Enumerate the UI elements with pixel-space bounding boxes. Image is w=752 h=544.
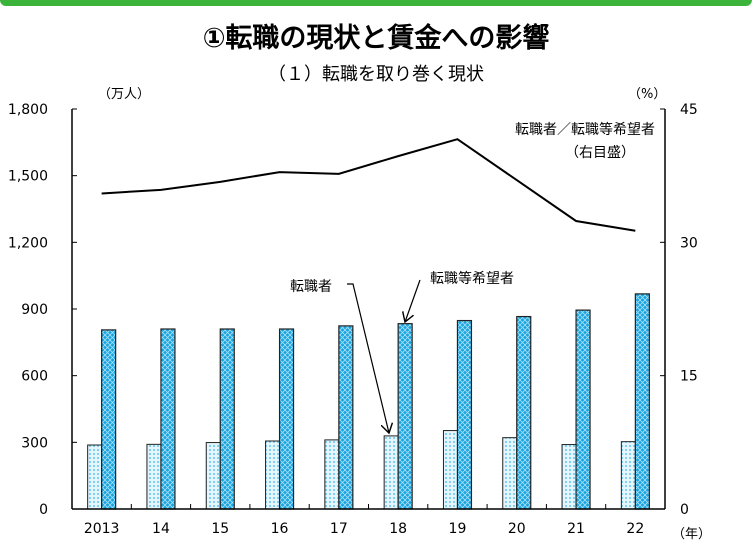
- bar-transfer: [87, 444, 103, 510]
- line-legend-label: 転職者／転職等希望者: [515, 121, 655, 138]
- bar-transfer-hopeful: [397, 323, 413, 510]
- y-tick-label: 300: [21, 435, 48, 451]
- page-subtitle: （１）転職を取り巻く現状: [268, 64, 484, 85]
- bar-transfer-hopeful: [160, 328, 176, 510]
- bar2-arrow: [405, 279, 421, 322]
- bar-transfer: [561, 444, 577, 510]
- x-tick-label: 19: [449, 521, 467, 537]
- y-tick-label: 900: [21, 302, 48, 318]
- x-tick-label: 2013: [84, 521, 120, 537]
- y2-axis-label: （%）: [628, 87, 666, 102]
- y-axis-label: （万人）: [98, 87, 150, 102]
- top-green-bar: [0, 0, 752, 6]
- bar-transfer: [383, 435, 399, 510]
- bar-transfer: [442, 430, 458, 510]
- bar2-annotation: 転職等希望者: [430, 270, 514, 287]
- y-tick-label: 1,500: [8, 169, 48, 185]
- x-axis-label: （年）: [672, 527, 711, 542]
- bar-transfer-hopeful: [575, 309, 591, 510]
- bar-transfer: [620, 441, 636, 510]
- bar-transfer-hopeful: [338, 325, 354, 510]
- y2-tick-label: 30: [680, 235, 698, 251]
- bar-transfer: [324, 439, 340, 510]
- bar-transfer-hopeful: [219, 328, 235, 510]
- x-tick-label: 21: [567, 521, 585, 537]
- bar-transfer: [146, 443, 162, 510]
- y-tick-label: 1,200: [8, 235, 48, 251]
- x-tick-label: 14: [152, 521, 170, 537]
- x-tick-label: 17: [330, 521, 348, 537]
- y-tick-label: 600: [21, 369, 48, 385]
- y2-tick-label: 45: [680, 102, 698, 118]
- y-tick-label: 0: [39, 502, 48, 518]
- line-axis-note: （右目盛）: [565, 145, 635, 161]
- bar-transfer-hopeful: [101, 329, 117, 510]
- x-tick-label: 20: [508, 521, 526, 537]
- ratio-line: [101, 138, 636, 232]
- bar-transfer-hopeful: [634, 293, 650, 510]
- y2-tick-label: 15: [680, 369, 698, 385]
- bar-transfer: [265, 440, 281, 510]
- x-tick-label: 16: [271, 521, 289, 537]
- x-tick-label: 18: [389, 521, 407, 537]
- bar1-arrow: [347, 283, 389, 433]
- bar-transfer: [205, 442, 221, 510]
- bar-transfer: [502, 437, 518, 510]
- y2-tick-label: 0: [680, 502, 689, 518]
- x-tick-label: 22: [626, 521, 644, 537]
- y-tick-label: 1,800: [8, 102, 48, 118]
- bar-transfer-hopeful: [456, 319, 473, 510]
- bar-transfer-hopeful: [516, 315, 532, 510]
- page-title: ①転職の現状と賃金への影響: [202, 23, 550, 54]
- bar1-annotation: 転職者: [290, 279, 332, 295]
- x-tick-label: 15: [211, 521, 229, 537]
- bar-transfer-hopeful: [278, 328, 295, 510]
